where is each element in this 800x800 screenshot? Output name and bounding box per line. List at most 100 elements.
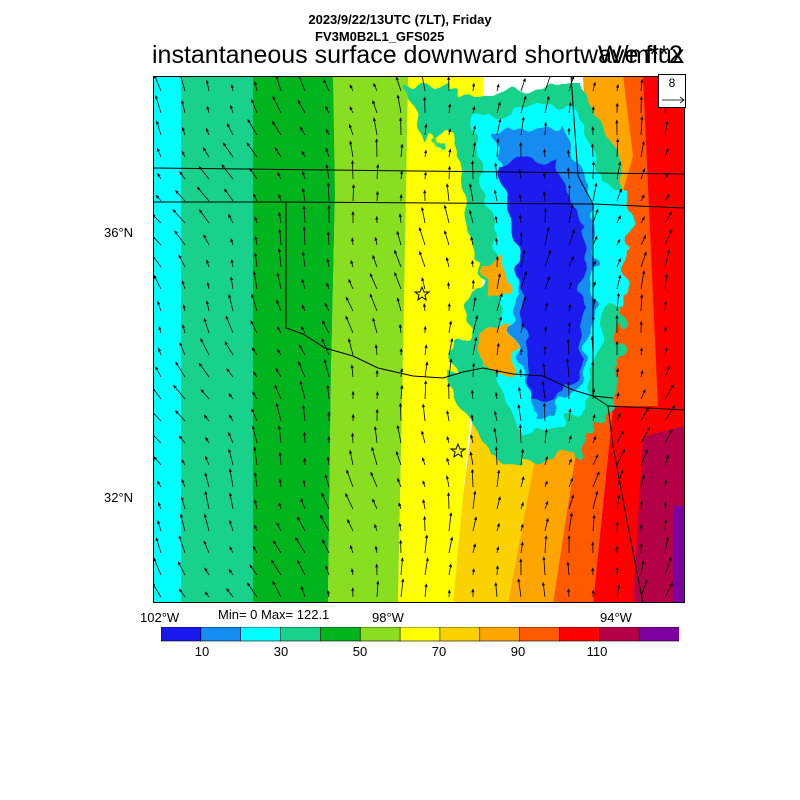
wind-vector (153, 235, 162, 246)
wind-vector (640, 369, 644, 378)
wind-vector (155, 537, 162, 554)
wind-vector (520, 95, 527, 114)
wind-vector (325, 565, 330, 576)
wind-vector (494, 215, 498, 224)
wind-vector (495, 237, 499, 246)
wind-vector (396, 297, 402, 312)
wind-vector (221, 164, 234, 180)
wind-vector (177, 561, 186, 576)
wind-vector (351, 210, 355, 223)
lon-label-102w: 102°W (140, 610, 180, 625)
wind-vector (155, 95, 162, 114)
wind-vector (419, 250, 426, 268)
wind-vector (544, 121, 548, 136)
wind-vector (398, 213, 402, 224)
wind-vector (568, 229, 575, 246)
wind-vector (424, 380, 428, 400)
wind-vector (568, 458, 572, 466)
wind-vector (226, 588, 234, 598)
wind-vector (204, 472, 210, 488)
wind-vector (447, 76, 451, 92)
wind-vector (321, 492, 330, 510)
wind-vector (274, 384, 282, 400)
wind-vector (302, 170, 306, 180)
wind-vector (254, 524, 258, 532)
wind-vector (347, 518, 354, 532)
wind-vector (203, 513, 210, 532)
wind-vector (423, 325, 427, 334)
wind-vector (616, 138, 620, 158)
wind-vector (156, 480, 162, 488)
wind-vector (446, 457, 450, 466)
wind-vector (496, 137, 500, 158)
wind-vector (445, 256, 450, 268)
wind-vector (252, 545, 258, 554)
map-frame (153, 76, 685, 603)
wind-vector (470, 434, 474, 444)
wind-vector (369, 272, 378, 290)
wind-vector (664, 365, 671, 378)
wind-vector (496, 273, 501, 290)
wind-vector (447, 302, 451, 312)
wind-vector (369, 293, 378, 312)
wind-vector (254, 80, 258, 92)
wind-vector (592, 298, 596, 312)
wind-vector (663, 325, 667, 334)
wind-vector (276, 272, 282, 290)
wind-vector (200, 338, 210, 356)
wind-vector (544, 535, 548, 554)
wind-vector (371, 446, 378, 466)
wind-vector (246, 142, 258, 158)
wind-vector (418, 226, 426, 246)
wind-vector (567, 588, 571, 598)
wind-vector (616, 430, 624, 444)
wind-vector (543, 326, 547, 334)
wind-vector (373, 425, 378, 444)
wind-vector (299, 380, 306, 400)
wind-vector (518, 386, 522, 400)
wind-vector (472, 516, 478, 532)
wind-vector (322, 320, 330, 334)
star-marker (413, 285, 431, 302)
wind-vector (277, 248, 282, 268)
wind-vector (664, 347, 668, 356)
wind-vector (448, 358, 453, 378)
wind-vector (277, 172, 282, 180)
wind-vector (196, 186, 210, 202)
wind-vector (543, 345, 547, 356)
wind-vector (375, 138, 379, 158)
wind-vector (254, 499, 258, 510)
wind-vector (272, 120, 282, 136)
wind-vector (399, 117, 403, 136)
wind-vector (566, 338, 570, 356)
wind-vector (615, 102, 619, 114)
wind-vector (591, 315, 595, 334)
wind-vector (325, 164, 330, 180)
wind-vector (324, 302, 330, 312)
wind-vector (157, 300, 162, 312)
wind-vector (616, 494, 621, 510)
wind-vector (249, 167, 258, 180)
wind-vector (349, 106, 354, 114)
wind-vector (568, 477, 573, 488)
colorbar-swatch (200, 627, 242, 642)
wind-vector (472, 543, 476, 554)
wind-vector (544, 480, 548, 488)
wind-vector (181, 150, 186, 158)
wind-vector (544, 517, 549, 532)
lat-label-32n: 32°N (104, 490, 134, 505)
wind-vector (615, 521, 619, 532)
wind-vector (321, 338, 330, 356)
wind-vector (272, 96, 282, 114)
wind-vector (518, 169, 522, 180)
wind-vector (422, 498, 426, 510)
wind-vector (592, 471, 600, 488)
wind-vector (448, 337, 454, 356)
wind-vector (568, 321, 572, 334)
wind-vector (230, 104, 234, 114)
wind-vector (348, 123, 354, 136)
wind-vector (424, 534, 429, 554)
wind-vector (229, 546, 234, 554)
wind-vector (325, 147, 330, 158)
wind-vector (252, 371, 258, 378)
